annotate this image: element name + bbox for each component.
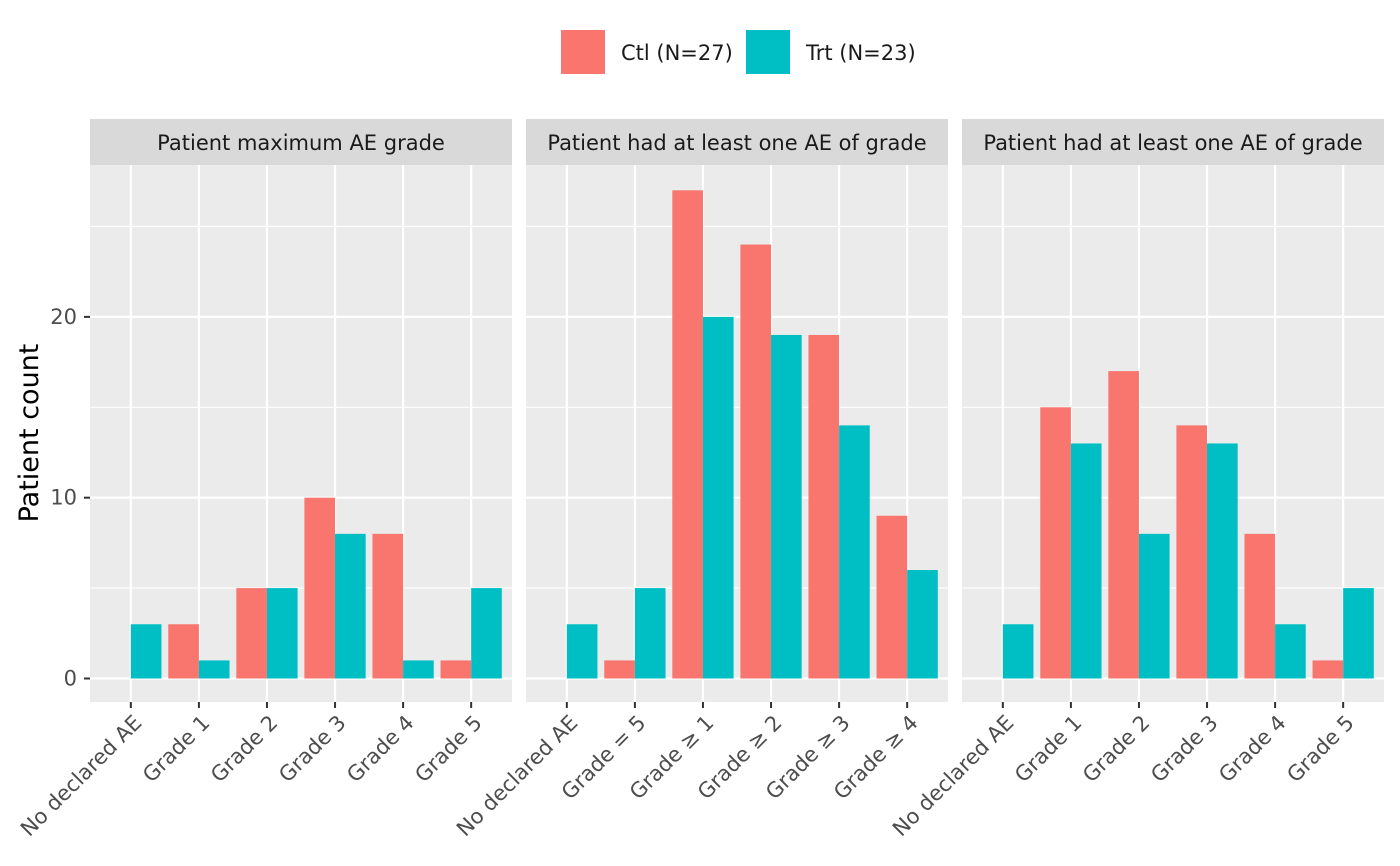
bar-trt [566,624,598,679]
panels: 0 10 20 Patient maximum AE grade No declared… [16,119,1384,841]
panel-background [90,165,512,702]
x-tick-label: Grade 2 [206,711,282,787]
bar-trt [1275,624,1306,679]
bar-trt [907,570,938,679]
bar-ctl [440,660,472,679]
bar-ctl [1244,533,1276,679]
x-tick-label: Grade 4 [1214,711,1290,787]
bar-ctl [236,588,267,679]
facet-strip [90,119,512,165]
bar-trt [471,588,502,679]
facet-strip-title: Patient had at least one AE of grade [983,131,1362,155]
bar-trt [130,624,162,679]
panel-background [962,165,1384,702]
bar-trt [839,425,870,679]
bar-ctl [1312,660,1344,679]
bar-ctl [604,660,635,679]
legend-label-ctl: Ctl (N=27) [621,41,733,65]
bar-trt [1207,443,1238,679]
x-tick-label: Grade 4 [342,711,418,787]
bar-ctl [1108,371,1139,679]
bar-trt [771,334,802,679]
x-tick-label: Grade 2 [1078,711,1154,787]
bar-trt [266,588,298,679]
bar-trt [634,588,666,679]
x-tick-label: Grade 3 [1146,711,1222,787]
bar-trt [1138,533,1170,679]
legend-label-trt: Trt (N=23) [805,41,916,65]
facet-strip-title: Patient maximum AE grade [157,131,445,155]
x-tick-label: Grade 5 [1282,711,1358,787]
y-tick-label: 20 [50,305,77,329]
facet-strip-title: Patient had at least one AE of grade [547,131,926,155]
bar-trt [702,316,734,679]
bar-ctl [1040,407,1071,679]
bar-trt [403,660,434,679]
x-tick-label: Grade 1 [138,711,214,787]
facet-strip [526,119,948,165]
bar-ctl [808,334,840,679]
bar-ctl [168,624,199,679]
facet-strip [962,119,1384,165]
bar-trt [335,533,366,679]
bar-trt [198,660,230,679]
y-tick-label: 10 [50,486,77,510]
x-tick-label: No declared AE [16,711,146,841]
bar-ctl [876,515,908,679]
y-axis-title: Patient count [14,344,45,523]
bar-ctl [1176,425,1208,679]
legend-key-trt [746,30,790,74]
bar-ctl [740,244,772,679]
bar-trt [1002,624,1034,679]
bar-trt [1343,588,1374,679]
legend: Ctl (N=27) Trt (N=23) [561,30,916,74]
x-tick-label: Grade 1 [1010,711,1086,787]
bar-ctl [372,533,404,679]
bar-ctl [304,497,336,679]
x-tick-label: Grade 3 [274,711,350,787]
y-tick-label: 0 [64,666,77,690]
x-tick-label: Grade 5 [410,711,486,787]
bar-ctl [672,190,703,679]
legend-key-ctl [561,30,605,74]
bar-trt [1070,443,1102,679]
